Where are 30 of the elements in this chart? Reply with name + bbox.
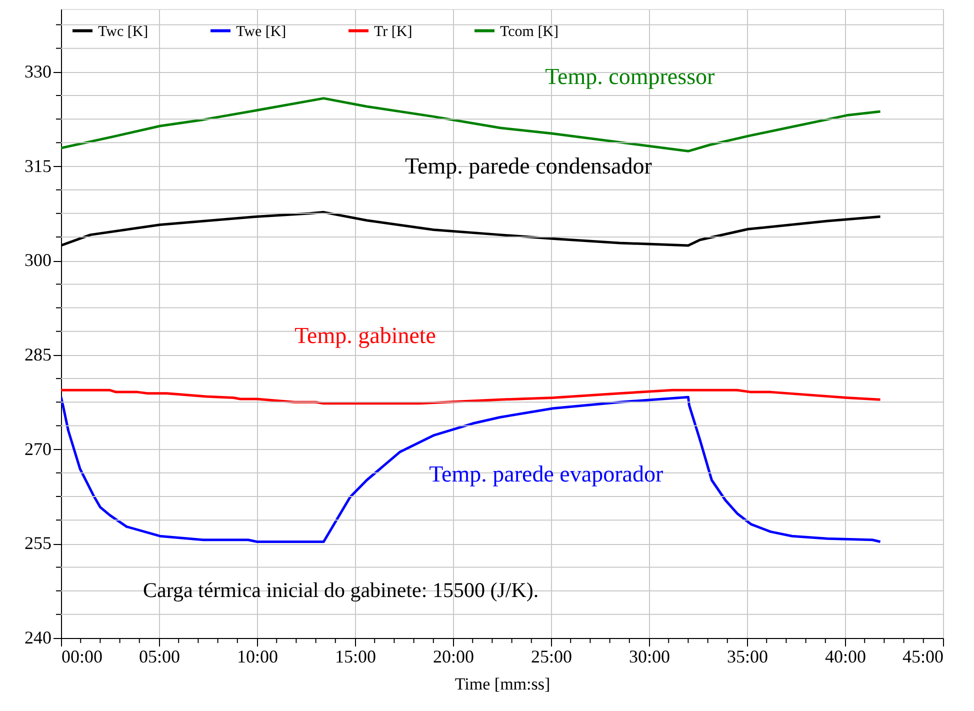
x-tick-label: 35:00 <box>726 646 768 666</box>
y-tick-label: 240 <box>24 628 52 648</box>
x-tick-label: 10:00 <box>236 646 278 666</box>
annotation: Temp. compressor <box>545 64 716 89</box>
y-tick-label: 315 <box>24 156 52 176</box>
legend-label: Twe [K] <box>236 24 286 40</box>
x-axis-title: Time [mm:ss] <box>454 674 550 694</box>
y-tick-label: 300 <box>24 250 52 270</box>
y-tick-label: 270 <box>24 438 52 459</box>
y-tick-label: 285 <box>24 344 52 364</box>
legend-label: Tcom [K] <box>500 24 559 40</box>
x-tick-label: 00:00 <box>62 646 103 666</box>
line-series <box>61 97 882 152</box>
y-tick-label: 255 <box>24 533 52 554</box>
x-tick-label: 15:00 <box>334 646 376 666</box>
x-tick-label: 30:00 <box>628 646 670 666</box>
annotation: Temp. parede condensador <box>405 153 652 178</box>
annotation: Carga térmica inicial do gabinete: 15500 (J/K). <box>143 578 539 602</box>
annotation: Temp. gabinete <box>294 323 436 348</box>
legend-label: Tr [K] <box>374 24 412 40</box>
y-tick-label: 330 <box>24 61 52 82</box>
x-tick-label: 20:00 <box>432 646 474 666</box>
line-series <box>61 396 882 544</box>
x-tick-label: 45:00 <box>902 646 944 666</box>
x-tick-label: 40:00 <box>824 646 866 666</box>
legend-label: Twc [K] <box>98 24 148 40</box>
x-tick-label: 25:00 <box>530 646 572 666</box>
line-series <box>61 388 882 405</box>
x-tick-label: 05:00 <box>138 646 180 666</box>
annotation: Temp. parede evaporador <box>429 461 664 486</box>
